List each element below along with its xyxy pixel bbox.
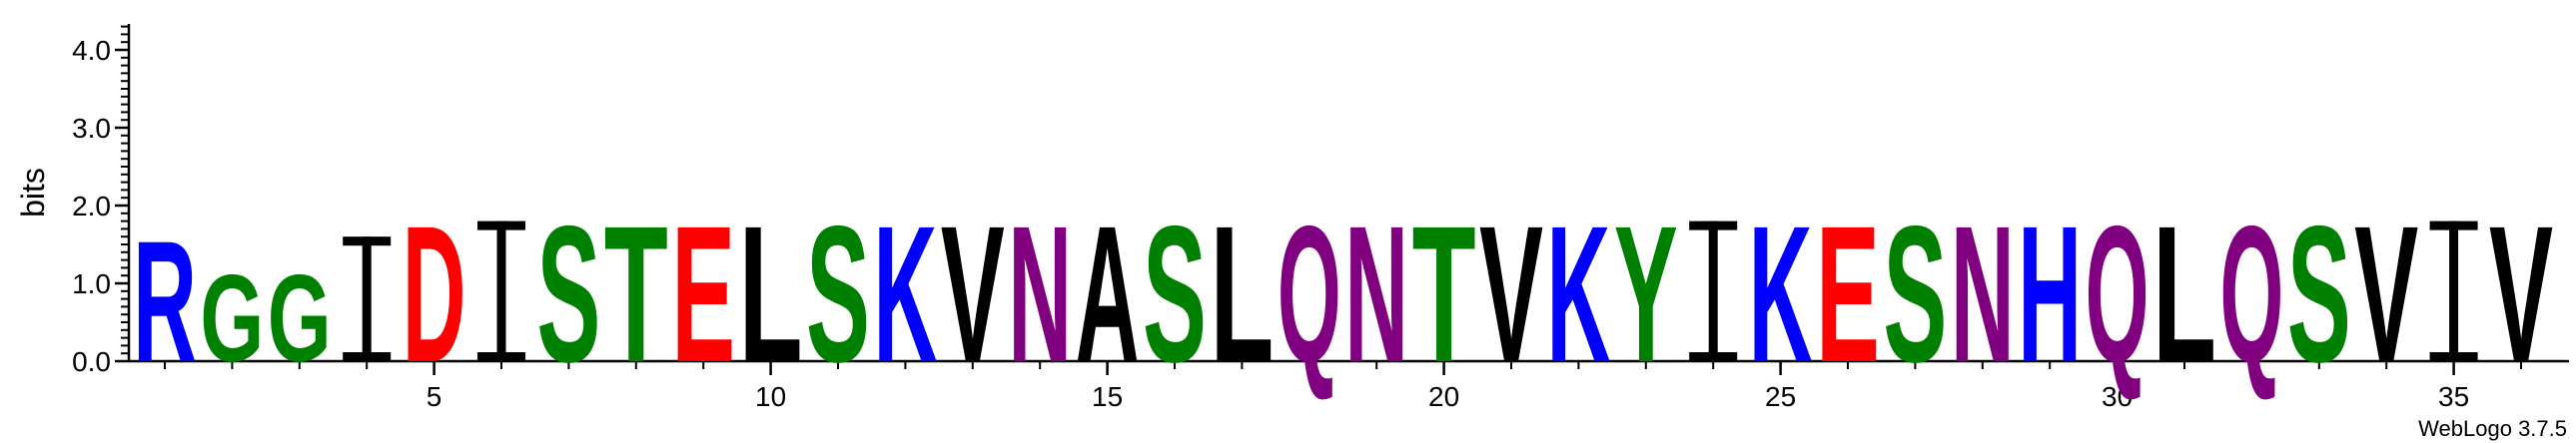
residue-N-pos-19: N bbox=[1344, 187, 1408, 404]
residue-L-pos-10: L bbox=[739, 186, 803, 403]
y-tick-label: 4.0 bbox=[72, 35, 111, 66]
y-axis-ticks: 0.0 1.0 2.0 3.0 4.0 bbox=[72, 27, 129, 377]
residue-R-pos-1: R bbox=[133, 206, 197, 399]
residue-G-pos-3: G bbox=[268, 249, 332, 388]
residue-H-pos-29: H bbox=[2018, 187, 2082, 404]
y-tick-label: 2.0 bbox=[72, 191, 111, 222]
residue-A-pos-15: A bbox=[1076, 187, 1140, 404]
residue-L-pos-31: L bbox=[2152, 186, 2216, 403]
residue-N-pos-28: N bbox=[1951, 187, 2015, 404]
x-tick-label: 35 bbox=[2438, 381, 2469, 412]
y-tick-label: 3.0 bbox=[72, 113, 111, 144]
residue-Q-pos-32: Q bbox=[2219, 186, 2283, 403]
residue-Q-pos-18: Q bbox=[1278, 186, 1341, 403]
residue-K-pos-12: K bbox=[873, 187, 937, 404]
residue-T-pos-20: T bbox=[1412, 186, 1476, 403]
residue-S-pos-33: S bbox=[2287, 186, 2351, 403]
residue-L-pos-17: L bbox=[1210, 186, 1274, 403]
residue-E-pos-26: E bbox=[1816, 186, 1880, 403]
residue-S-pos-7: S bbox=[536, 186, 600, 403]
residue-E-pos-9: E bbox=[671, 186, 735, 403]
residue-V-pos-34: V bbox=[2354, 186, 2418, 403]
residue-V-pos-36: V bbox=[2489, 186, 2553, 403]
y-tick-label: 0.0 bbox=[72, 346, 111, 377]
residue-T-pos-8: T bbox=[604, 186, 668, 403]
residue-N-pos-14: N bbox=[1008, 187, 1072, 404]
residue-V-pos-21: V bbox=[1479, 186, 1543, 403]
residue-Y-pos-23: Y bbox=[1614, 186, 1678, 403]
weblogo-version-label: WebLogo 3.7.5 bbox=[2418, 416, 2567, 441]
residue-K-pos-25: K bbox=[1749, 187, 1813, 404]
residue-K-pos-22: K bbox=[1546, 187, 1610, 404]
residue-S-pos-27: S bbox=[1883, 186, 1947, 403]
residue-S-pos-11: S bbox=[806, 186, 870, 403]
residue-I-pos-6 bbox=[477, 222, 525, 361]
y-tick-label: 1.0 bbox=[72, 268, 111, 299]
residue-V-pos-13: V bbox=[941, 186, 1005, 403]
y-axis-label: bits bbox=[15, 168, 51, 218]
residue-I-pos-4 bbox=[343, 236, 391, 361]
residue-G-pos-2: G bbox=[200, 249, 264, 388]
residue-I-pos-35 bbox=[2430, 222, 2478, 361]
residue-I-pos-24 bbox=[1689, 222, 1737, 361]
residue-D-pos-5: D bbox=[403, 187, 466, 404]
residue-Q-pos-30: Q bbox=[2086, 186, 2149, 403]
residue-S-pos-16: S bbox=[1143, 186, 1207, 403]
